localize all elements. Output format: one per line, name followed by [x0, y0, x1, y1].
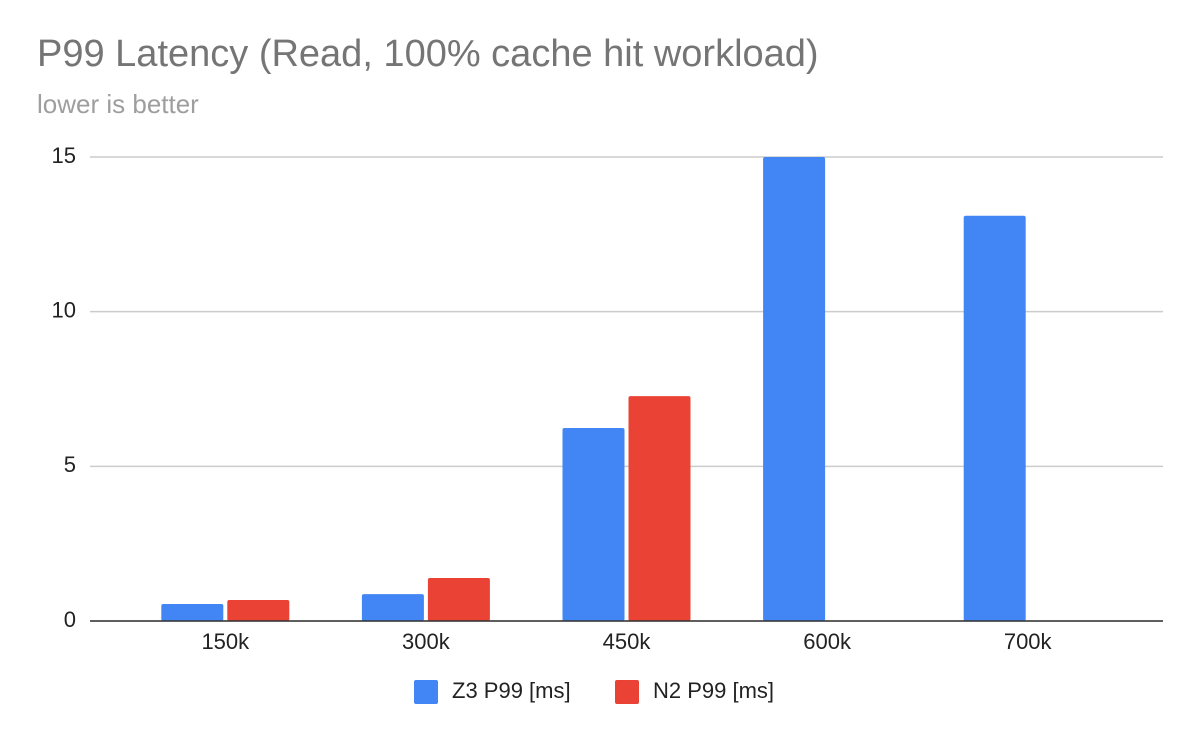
bar	[427, 578, 490, 621]
x-tick-label: 600k	[803, 629, 852, 654]
y-tick-label: 5	[64, 452, 76, 477]
bar	[562, 427, 625, 621]
x-tick-label: 450k	[603, 629, 652, 654]
x-tick-label: 700k	[1004, 629, 1053, 654]
x-tick-label: 150k	[201, 629, 250, 654]
bar	[763, 157, 826, 621]
x-tick-label: 300k	[402, 629, 451, 654]
y-tick-label: 0	[64, 607, 76, 632]
bar	[963, 215, 1026, 622]
y-tick-label: 15	[52, 143, 76, 168]
legend-swatch	[615, 680, 639, 704]
chart-subtitle: lower is better	[37, 89, 199, 119]
y-tick-label: 10	[52, 297, 76, 322]
bar	[161, 603, 224, 621]
bar	[628, 396, 691, 621]
bar	[227, 599, 290, 621]
legend-label: N2 P99 [ms]	[653, 678, 774, 703]
chart-title: P99 Latency (Read, 100% cache hit worklo…	[37, 33, 819, 75]
legend-swatch	[414, 680, 438, 704]
bar	[361, 594, 424, 621]
legend-label: Z3 P99 [ms]	[452, 678, 571, 703]
